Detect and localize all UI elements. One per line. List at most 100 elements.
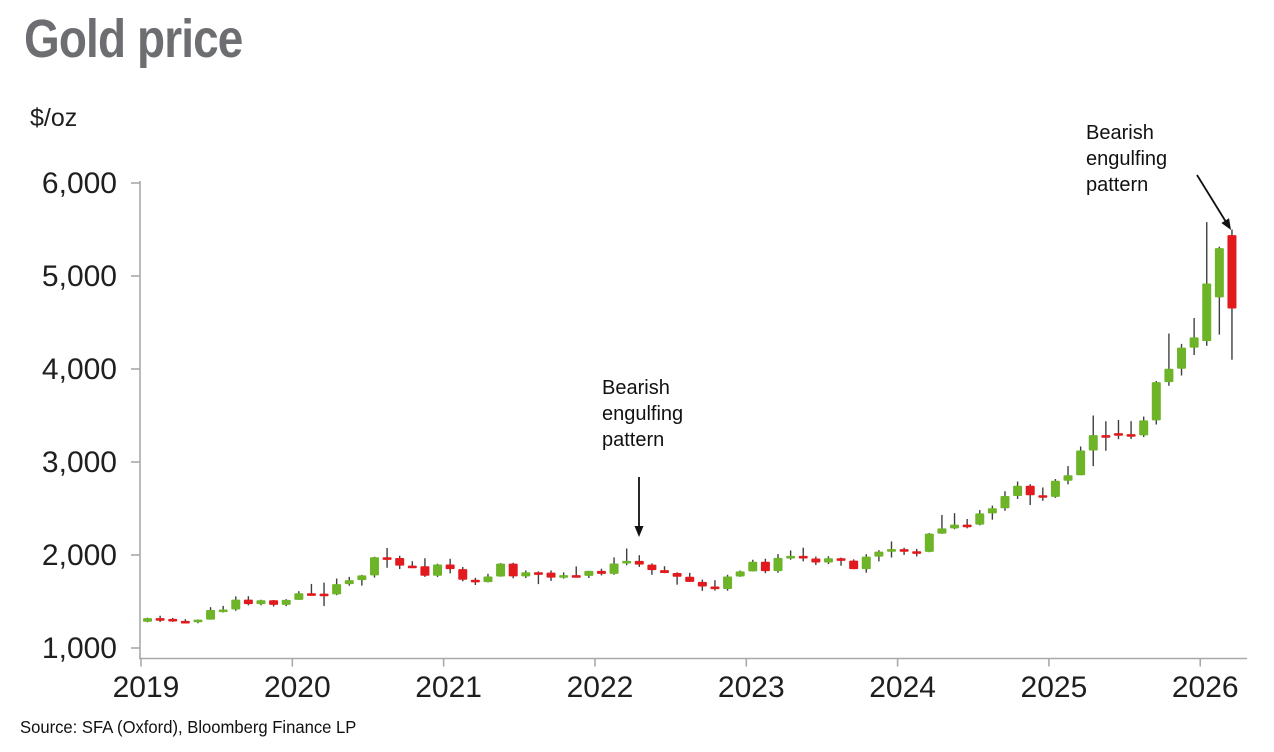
candle-body	[1126, 434, 1136, 437]
candle-body	[647, 564, 657, 571]
candle-body	[168, 618, 178, 622]
source-note: Source: SFA (Oxford), Bloomberg Finance …	[20, 717, 357, 737]
candle-body	[281, 599, 291, 605]
candle-body	[672, 572, 682, 577]
candle-body	[596, 570, 606, 574]
annotation-bearish-engulfing-2022: Bearish engulfing pattern	[602, 377, 684, 451]
candle-body	[748, 561, 758, 572]
candle-body	[1050, 480, 1060, 497]
candle-body	[533, 572, 543, 575]
candle-body	[685, 576, 695, 582]
candle-body	[180, 620, 190, 624]
candle-body	[143, 618, 152, 622]
candle-body	[937, 528, 947, 534]
candle-body	[1013, 485, 1023, 496]
candle-body	[571, 575, 581, 578]
candle-body	[912, 551, 922, 554]
y-tick-label: 3,000	[42, 446, 117, 479]
candle-body	[256, 600, 266, 605]
candle-body	[369, 557, 379, 576]
candle-body	[634, 560, 644, 565]
candle-body	[496, 563, 506, 577]
candle-body	[874, 551, 884, 557]
candle-body	[609, 563, 619, 574]
candle-body	[332, 584, 342, 595]
candle-body	[294, 593, 304, 600]
candle-body	[357, 575, 367, 581]
candle-body	[382, 557, 392, 560]
annotation-arrow-head	[1221, 218, 1231, 230]
candle-body	[1177, 347, 1187, 369]
candle-body	[1063, 475, 1073, 481]
candle-body	[899, 549, 909, 552]
candle-body	[319, 593, 329, 597]
candle-body	[218, 609, 228, 613]
candle-body	[849, 560, 859, 570]
y-axis-unit-label: $/oz	[30, 104, 78, 132]
candle-body	[697, 581, 707, 587]
candle-body	[1189, 337, 1199, 348]
candle-body	[508, 563, 518, 577]
candle-body	[420, 566, 430, 576]
candle-body	[445, 564, 455, 570]
candle-body	[924, 533, 934, 552]
annotation-bearish-engulfing-2026: Bearish engulfing pattern	[1086, 122, 1168, 196]
candle-body	[1113, 433, 1123, 436]
candle-body	[1025, 485, 1035, 496]
candle-body	[786, 555, 796, 559]
x-tick-label: 2019	[113, 671, 180, 704]
candle-body	[155, 618, 165, 621]
candle-body	[823, 558, 833, 563]
candle-body	[470, 579, 480, 583]
candle-body	[735, 571, 745, 577]
candle-body	[1202, 283, 1212, 342]
x-tick-label: 2022	[567, 671, 634, 704]
candle-body	[584, 570, 594, 576]
candle-body	[975, 513, 985, 525]
candle-body	[660, 570, 670, 573]
x-tick-label: 2021	[415, 671, 482, 704]
candle-body	[546, 572, 556, 578]
candle-body	[269, 600, 279, 605]
candle-body	[1000, 495, 1010, 509]
candle-body	[798, 555, 808, 559]
candle-body	[458, 569, 468, 580]
candle-body	[1101, 435, 1111, 438]
y-tick-label: 2,000	[42, 539, 117, 572]
candle-body	[1139, 420, 1149, 436]
candle-body	[1164, 368, 1174, 383]
candle-body	[306, 593, 316, 596]
candle-body	[433, 564, 443, 576]
y-tick-label: 1,000	[42, 632, 117, 665]
page-title: Gold price	[24, 9, 243, 69]
y-tick-label: 6,000	[42, 167, 117, 200]
x-tick-label: 2020	[264, 671, 331, 704]
candle-body	[407, 565, 417, 569]
candle-body	[836, 558, 846, 561]
candle-body	[723, 576, 733, 590]
y-tick-label: 5,000	[42, 260, 117, 293]
candle-body	[1088, 435, 1098, 451]
candle-body	[950, 524, 960, 529]
candle-body	[710, 586, 720, 590]
y-tick-label: 4,000	[42, 353, 117, 386]
candle-body	[773, 557, 783, 572]
candle-body	[886, 549, 896, 552]
candle-body	[987, 508, 997, 514]
candle-body	[1151, 382, 1161, 421]
candle-body	[622, 560, 632, 564]
candle-body	[395, 557, 405, 566]
x-tick-label: 2023	[718, 671, 785, 704]
x-tick-label: 2026	[1172, 671, 1239, 704]
candle-body	[1214, 248, 1224, 298]
annotation-arrow-head	[634, 526, 644, 537]
candle-body	[231, 599, 241, 610]
candle-body	[559, 575, 569, 578]
candle-body	[760, 561, 770, 572]
candle-body	[962, 524, 972, 528]
candle-body	[243, 599, 253, 605]
candle-body	[1227, 235, 1237, 309]
candle-body	[521, 572, 531, 577]
x-tick-label: 2025	[1021, 671, 1088, 704]
